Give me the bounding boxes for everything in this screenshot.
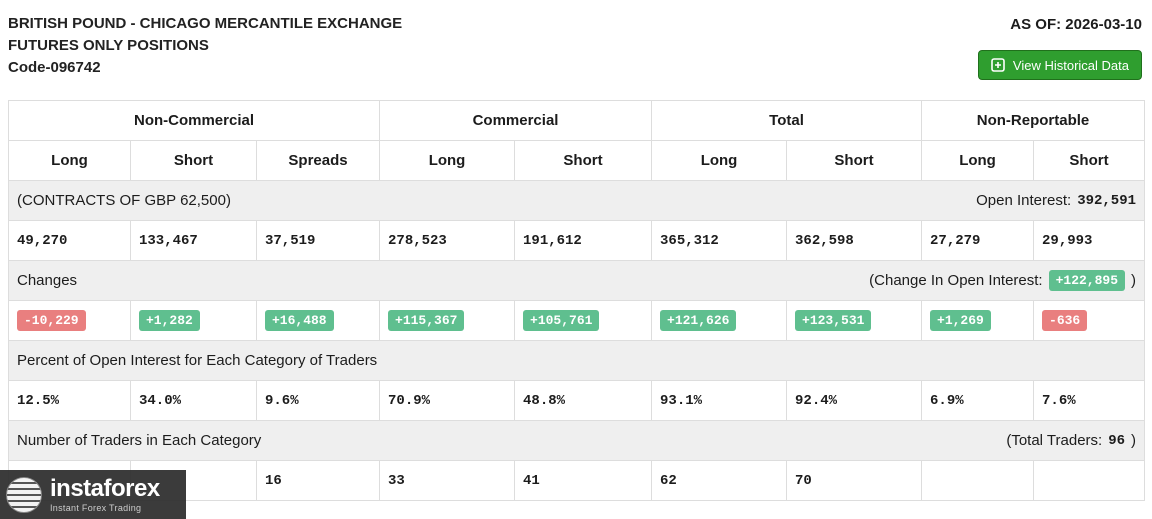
- change-cell: +121,626: [651, 300, 788, 341]
- column-header: Short: [786, 140, 923, 181]
- change-badge: +123,531: [795, 310, 872, 331]
- change-badge: +121,626: [660, 310, 737, 331]
- percents-row: 12.5% 34.0% 9.6% 70.9% 48.8% 93.1% 92.4%…: [8, 380, 1146, 421]
- as-of-date: AS OF: 2026-03-10: [1010, 16, 1142, 33]
- change-cell: +1,269: [921, 300, 1035, 341]
- percent-cell: 6.9%: [921, 380, 1035, 421]
- change-cell: +16,488: [255, 300, 381, 341]
- percent-cell: 93.1%: [651, 380, 788, 421]
- change-badge: +115,367: [388, 310, 465, 331]
- group-header-total: Total: [651, 100, 923, 141]
- change-cell: -636: [1033, 300, 1146, 341]
- change-oi-prefix: (Change In Open Interest:: [869, 272, 1043, 289]
- traders-label: Number of Traders in Each Category: [17, 432, 262, 449]
- percent-cell: 9.6%: [255, 380, 381, 421]
- column-header: Long: [8, 140, 131, 181]
- instaforex-watermark: instaforex Instant Forex Trading: [0, 470, 186, 519]
- cot-table: Non-Commercial Commercial Total Non-Repo…: [7, 100, 1146, 501]
- change-cell: -10,229: [8, 300, 131, 341]
- change-badge: +1,269: [930, 310, 991, 331]
- position-cell: 191,612: [514, 220, 653, 261]
- column-header-row: Long Short Spreads Long Short Long Short…: [8, 140, 1146, 181]
- calendar-plus-icon: [991, 58, 1005, 72]
- column-header: Spreads: [255, 140, 381, 181]
- position-cell: 133,467: [130, 220, 257, 261]
- percent-cell: 7.6%: [1033, 380, 1146, 421]
- percent-cell: 34.0%: [130, 380, 257, 421]
- change-cell: +1,282: [130, 300, 257, 341]
- change-badge: -10,229: [17, 310, 86, 331]
- watermark-tagline: Instant Forex Trading: [50, 502, 142, 513]
- changes-row: -10,229 +1,282 +16,488 +115,367 +105,761…: [8, 300, 1146, 341]
- position-cell: 29,993: [1033, 220, 1146, 261]
- percent-cell: 12.5%: [8, 380, 131, 421]
- group-header-nonreportable: Non-Reportable: [921, 100, 1146, 141]
- group-header-noncommercial: Non-Commercial: [7, 100, 381, 141]
- change-badge: +16,488: [265, 310, 334, 331]
- position-cell: 49,270: [8, 220, 131, 261]
- percent-cell: 70.9%: [379, 380, 516, 421]
- position-cell: 27,279: [921, 220, 1035, 261]
- change-cell: +105,761: [514, 300, 653, 341]
- change-cell: +115,367: [379, 300, 516, 341]
- traders-cell: 70: [786, 460, 923, 501]
- report-subtitle: FUTURES ONLY POSITIONS: [8, 37, 209, 54]
- traders-cell: 16: [255, 460, 381, 501]
- report-header: BRITISH POUND - CHICAGO MERCANTILE EXCHA…: [0, 0, 1152, 100]
- total-traders-prefix: (Total Traders:: [1006, 432, 1103, 449]
- change-oi-badge: +122,895: [1048, 270, 1126, 291]
- traders-cell: 41: [514, 460, 653, 501]
- positions-row: 49,270 133,467 37,519 278,523 191,612 36…: [8, 220, 1146, 261]
- percent-label-row: Percent of Open Interest for Each Catego…: [7, 340, 1146, 381]
- report-code: Code-096742: [8, 59, 101, 76]
- position-cell: 278,523: [379, 220, 516, 261]
- column-header: Short: [1033, 140, 1146, 181]
- position-cell: 365,312: [651, 220, 788, 261]
- column-header: Short: [130, 140, 257, 181]
- column-header: Long: [379, 140, 516, 181]
- contracts-row: (CONTRACTS OF GBP 62,500) Open Interest:…: [7, 180, 1146, 221]
- change-cell: +123,531: [786, 300, 923, 341]
- traders-cell: 62: [651, 460, 788, 501]
- instaforex-globe-logo-icon: [6, 476, 42, 513]
- total-traders-value: 96: [1108, 432, 1126, 449]
- traders-cell: [1033, 460, 1146, 501]
- view-historical-data-button[interactable]: View Historical Data: [977, 50, 1142, 80]
- view-historical-data-label: View Historical Data: [1012, 57, 1129, 73]
- total-traders-suffix: ): [1131, 432, 1137, 449]
- column-header: Long: [921, 140, 1035, 181]
- position-cell: 37,519: [255, 220, 381, 261]
- group-header-row: Non-Commercial Commercial Total Non-Repo…: [7, 100, 1146, 141]
- open-interest-value: 392,591: [1077, 192, 1137, 209]
- report-title: BRITISH POUND - CHICAGO MERCANTILE EXCHA…: [8, 15, 403, 32]
- percent-cell: 92.4%: [786, 380, 923, 421]
- traders-cell: 33: [379, 460, 516, 501]
- contracts-label: (CONTRACTS OF GBP 62,500): [17, 192, 231, 209]
- column-header: Long: [651, 140, 788, 181]
- position-cell: 362,598: [786, 220, 923, 261]
- percent-cell: 48.8%: [514, 380, 653, 421]
- changes-label-row: Changes (Change In Open Interest: +122,8…: [7, 260, 1146, 301]
- traders-label-row: Number of Traders in Each Category (Tota…: [7, 420, 1146, 461]
- group-header-commercial: Commercial: [379, 100, 653, 141]
- change-badge: -636: [1042, 310, 1088, 331]
- traders-cell: [921, 460, 1035, 501]
- change-badge: +105,761: [523, 310, 600, 331]
- watermark-brand: instaforex: [50, 474, 160, 502]
- column-header: Short: [514, 140, 653, 181]
- changes-label: Changes: [17, 272, 78, 289]
- change-badge: +1,282: [139, 310, 200, 331]
- percent-label: Percent of Open Interest for Each Catego…: [17, 352, 378, 369]
- change-oi-suffix: ): [1131, 272, 1137, 289]
- open-interest-label: Open Interest:: [976, 192, 1072, 209]
